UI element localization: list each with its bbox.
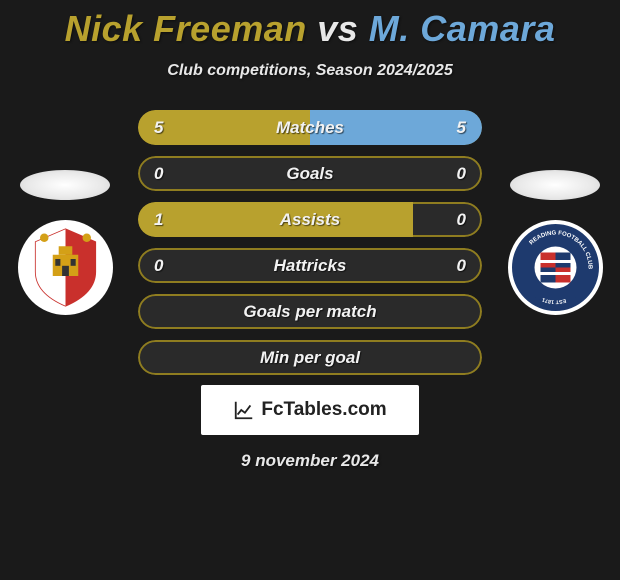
player1-silhouette	[20, 170, 110, 200]
stat-label: Min per goal	[260, 348, 360, 368]
stat-bar-hattricks: Hattricks 0 0	[138, 248, 482, 283]
stats-column: Matches55Goals00Assists10Hattricks00Goal…	[120, 110, 500, 375]
stat-bar-goals: Goals 0 0	[138, 156, 482, 191]
brand-box: FcTables.com	[201, 385, 418, 435]
player2-silhouette	[510, 170, 600, 200]
subtitle: Club competitions, Season 2024/2025	[167, 62, 452, 80]
stat-value-left: 0	[154, 256, 163, 276]
stat-value-left: 1	[154, 210, 163, 230]
stat-label: Goals per match	[243, 302, 376, 322]
stat-label: Assists	[280, 210, 340, 230]
stat-value-left: 5	[154, 118, 163, 138]
stat-value-right: 0	[457, 164, 466, 184]
left-side-column	[10, 170, 120, 315]
chart-icon	[233, 399, 255, 421]
stat-value-left: 0	[154, 164, 163, 184]
stat-label: Goals	[286, 164, 333, 184]
stat-fill-left	[138, 202, 413, 237]
stat-label: Hattricks	[274, 256, 347, 276]
stat-value-right: 0	[457, 210, 466, 230]
content-row: Matches55Goals00Assists10Hattricks00Goal…	[0, 110, 620, 375]
date-label: 9 november 2024	[241, 451, 379, 471]
right-side-column: READING FOOTBALL CLUB EST 1871	[500, 170, 610, 315]
stat-bar-min-per-goal: Min per goal	[138, 340, 482, 375]
club-badge-left	[18, 220, 113, 315]
shield-crest-icon	[23, 225, 108, 310]
stat-bar-goals-per-match: Goals per match	[138, 294, 482, 329]
stat-bar-assists: Assists 1 0	[138, 202, 482, 237]
vs-separator: vs	[317, 8, 369, 49]
player1-name: Nick Freeman	[65, 8, 307, 49]
stat-value-right: 5	[457, 118, 466, 138]
round-crest-icon: READING FOOTBALL CLUB EST 1871	[518, 230, 593, 305]
brand-label: FcTables.com	[261, 399, 386, 421]
stat-value-right: 0	[457, 256, 466, 276]
club-badge-right: READING FOOTBALL CLUB EST 1871	[508, 220, 603, 315]
player2-name: M. Camara	[369, 8, 556, 49]
page-title: Nick Freeman vs M. Camara	[65, 8, 556, 50]
stat-label: Matches	[276, 118, 344, 138]
comparison-infographic: Nick Freeman vs M. Camara Club competiti…	[0, 0, 620, 580]
stat-bar-matches: Matches 5 5	[138, 110, 482, 145]
